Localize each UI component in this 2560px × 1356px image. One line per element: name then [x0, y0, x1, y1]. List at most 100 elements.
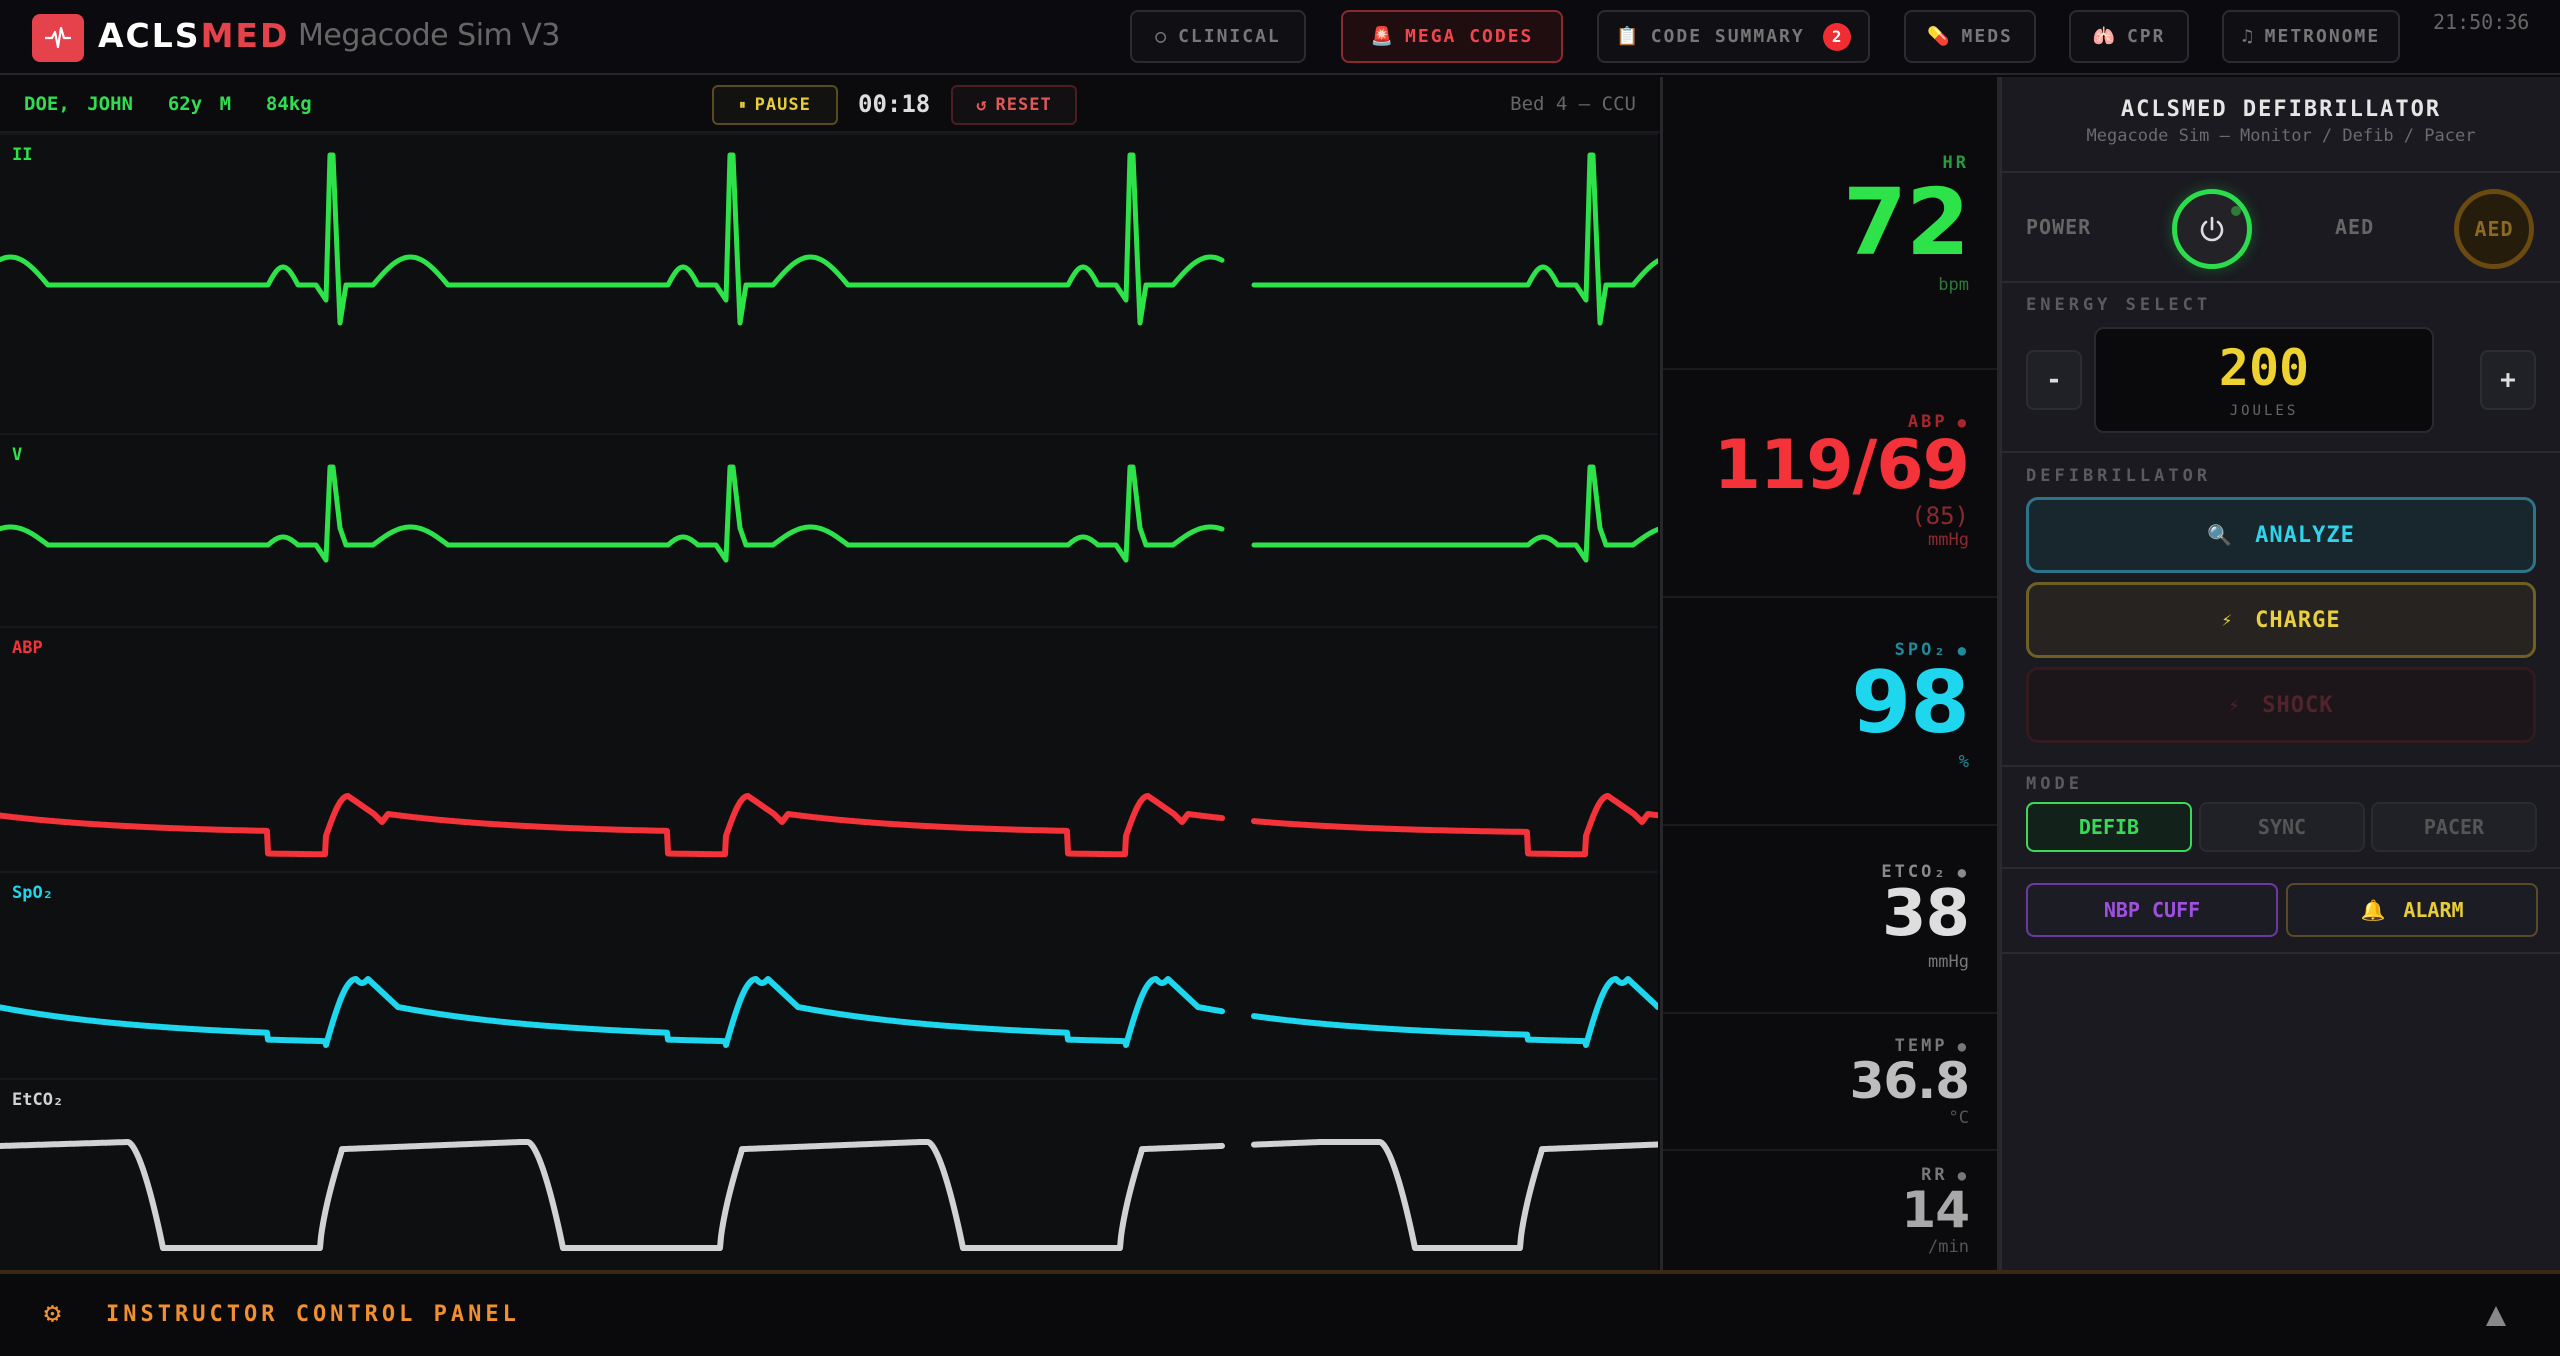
vital-unit: /min: [1928, 1237, 1969, 1257]
defibrillator-section-label: DEFIBRILLATOR: [2026, 466, 2212, 486]
alarm-button[interactable]: 🔔 ALARM: [2286, 883, 2538, 937]
mode-defib-button[interactable]: DEFIB: [2026, 802, 2192, 852]
clipboard-icon: 📋: [1616, 26, 1641, 47]
vital-label: SPO₂ ●: [1894, 640, 1969, 660]
waveform-strip-spo2: SpO₂: [0, 871, 1658, 1078]
logo-icon: [32, 14, 84, 62]
reset-button[interactable]: ↺ RESET: [951, 85, 1077, 125]
lightning-icon: ⚡: [2221, 609, 2234, 631]
shock-button[interactable]: ⚡ SHOCK: [2026, 667, 2536, 743]
gear-icon: ⚙: [44, 1296, 61, 1329]
divider: [2002, 765, 2560, 767]
waveform-strip-lead-ii: II: [0, 133, 1658, 433]
mode-label: MODE: [2026, 774, 2083, 794]
pause-button[interactable]: ⏸ PAUSE: [712, 85, 838, 125]
waveform-strip-lead-v: V: [0, 433, 1658, 626]
status-dot-icon: ●: [1957, 415, 1969, 431]
strip-label: SpO₂: [12, 883, 53, 903]
analyze-button[interactable]: 🔍 ANALYZE: [2026, 497, 2536, 573]
vital-value: 119/69: [1713, 426, 1970, 505]
magnifier-icon: 🔍: [2207, 523, 2234, 547]
vital-unit: bpm: [1938, 275, 1969, 295]
energy-value: 200: [2218, 339, 2310, 397]
vital-unit: mmHg: [1928, 530, 1969, 550]
energy-select-label: ENERGY SELECT: [2026, 295, 2212, 315]
divider: [2002, 451, 2560, 453]
instructor-control-panel-bar[interactable]: ⚙ INSTRUCTOR CONTROL PANEL: [0, 1270, 2560, 1356]
bell-icon: 🔔: [2360, 898, 2386, 922]
energy-display: 200 JOULES: [2094, 327, 2434, 433]
spo2-pleth-waveform: [0, 976, 1658, 1048]
vital-hr: HR 72 bpm: [1663, 77, 1997, 370]
status-dot-icon: ●: [1957, 643, 1969, 659]
patient-info: DOE, JOHN 62y M 84kg: [24, 93, 312, 115]
waveform-strip-etco2: EtCO₂: [0, 1078, 1658, 1270]
power-icon: [2200, 216, 2224, 242]
nav-metronome-button[interactable]: ♫ METRONOME: [2222, 10, 2400, 63]
aed-label: AED: [2335, 215, 2375, 239]
vital-value: 36.8: [1849, 1052, 1970, 1110]
etco2-capnography-waveform: [0, 1139, 1658, 1251]
vital-abp: ABP ● 119/69 (85) mmHg: [1663, 370, 1997, 598]
defibrillator-panel: ACLSMED DEFIBRILLATOR Megacode Sim — Mon…: [2000, 77, 2560, 1270]
reset-icon: ↺: [976, 95, 988, 115]
vital-spo2: SPO₂ ● 98 %: [1663, 598, 1997, 826]
vital-value: 72: [1842, 169, 1970, 276]
music-note-icon: ♫: [2241, 26, 2255, 47]
vital-temp: TEMP ● 36.8 °C: [1663, 1014, 1997, 1151]
strip-label: ABP: [12, 638, 43, 658]
ecg-lead-ii-waveform: [0, 152, 1658, 326]
vital-label: RR ●: [1921, 1165, 1969, 1185]
vital-value: 98: [1851, 653, 1970, 753]
expand-panel-toggle-icon[interactable]: [2486, 1306, 2506, 1326]
waveform-strip-abp: ABP: [0, 626, 1658, 871]
vital-mean: (85): [1911, 502, 1969, 530]
circle-icon: ○: [1155, 26, 1169, 47]
nav-clinical-button[interactable]: ○ CLINICAL: [1130, 10, 1306, 63]
power-led-icon: [2231, 206, 2241, 216]
vital-label: HR: [1942, 153, 1969, 173]
vital-rr: RR ● 14 /min: [1663, 1151, 1997, 1270]
divider: [2002, 867, 2560, 869]
vital-label: TEMP ●: [1894, 1036, 1969, 1056]
energy-unit: JOULES: [2229, 403, 2299, 419]
power-label: POWER: [2026, 215, 2092, 239]
charge-button[interactable]: ⚡ CHARGE: [2026, 582, 2536, 658]
nbp-cuff-button[interactable]: NBP CUFF: [2026, 883, 2278, 937]
clock: 21:50:36: [2433, 10, 2530, 34]
lungs-icon: 🫁: [2092, 26, 2117, 47]
mode-pacer-button[interactable]: PACER: [2371, 802, 2537, 852]
patient-bar: DOE, JOHN 62y M 84kg ⏸ PAUSE 00:18 ↺ RESET…: [0, 77, 1660, 133]
vital-value: 14: [1901, 1181, 1970, 1239]
app-subtitle: Megacode Sim V3: [298, 18, 560, 53]
vitals-panel: HR 72 bpm ABP ● 119/69 (85) mmHg SPO₂ ● 98…: [1660, 77, 2000, 1270]
ecg-lead-v-waveform: [0, 464, 1658, 563]
mode-sync-button[interactable]: SYNC: [2199, 802, 2365, 852]
vital-unit: °C: [1948, 1108, 1969, 1128]
abp-waveform: [0, 793, 1658, 858]
pause-icon: ⏸: [739, 97, 747, 113]
defib-subtitle: Megacode Sim — Monitor / Defib / Pacer: [2086, 126, 2476, 146]
power-button[interactable]: [2172, 189, 2252, 269]
nav-cpr-button[interactable]: 🫁 CPR: [2069, 10, 2189, 63]
nav-code-summary-button[interactable]: 📋 CODE SUMMARY 2: [1597, 10, 1870, 63]
code-summary-badge: 2: [1822, 22, 1851, 51]
vital-unit: mmHg: [1928, 952, 1969, 972]
bed-location: Bed 4 — CCU: [1510, 93, 1636, 115]
defib-header: ACLSMED DEFIBRILLATOR Megacode Sim — Mon…: [2002, 77, 2560, 173]
scenario-timer: 00:18: [858, 90, 931, 118]
strip-label: II: [12, 145, 33, 165]
defib-title: ACLSMED DEFIBRILLATOR: [2120, 97, 2442, 122]
nav-mega-codes-button[interactable]: 🚨 MEGA CODES: [1341, 10, 1563, 63]
vital-value: 38: [1881, 877, 1970, 951]
divider: [2002, 952, 2560, 954]
nav-meds-button[interactable]: 💊 MEDS: [1904, 10, 2036, 63]
vital-etco2: ETCO₂ ● 38 mmHg: [1663, 826, 1997, 1014]
aed-button[interactable]: AED: [2454, 189, 2534, 269]
power-row: POWER AED AED: [2002, 175, 2560, 283]
strip-label: V: [12, 445, 23, 465]
energy-decrease-button[interactable]: -: [2026, 350, 2082, 410]
lightning-icon: ⚡: [2228, 694, 2241, 716]
energy-increase-button[interactable]: +: [2480, 350, 2536, 410]
status-dot-icon: ●: [1957, 1168, 1969, 1184]
